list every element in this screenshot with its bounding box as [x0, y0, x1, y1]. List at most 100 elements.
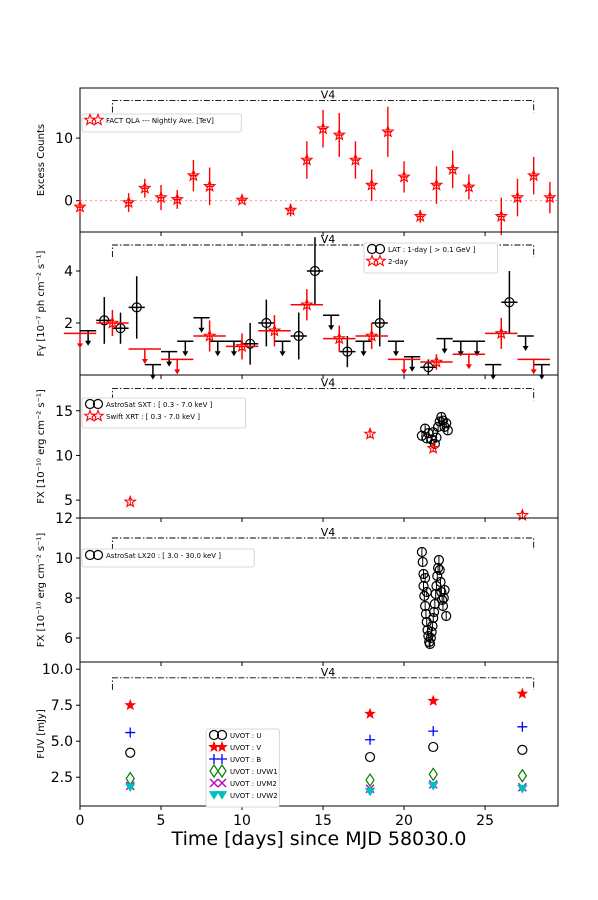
legend-label: UVOT : V	[230, 744, 261, 752]
legend-marker	[209, 763, 219, 779]
data-point	[442, 425, 453, 436]
data-point	[526, 168, 541, 182]
data-point	[99, 315, 110, 326]
data-point	[429, 438, 440, 449]
legend-marker	[84, 549, 96, 561]
legend: FACT QLA --- Nightly Ave. [TeV]	[81, 112, 242, 133]
y-axis-label: FUV [mJy]	[36, 709, 47, 759]
upper-limit-head	[392, 351, 399, 357]
data-point	[438, 592, 449, 604]
data-point	[436, 586, 447, 598]
data-point	[437, 415, 449, 426]
data-point	[413, 209, 427, 223]
data-point	[261, 317, 272, 329]
legend-marker	[208, 791, 220, 800]
data-point	[445, 162, 460, 176]
period-bracket	[111, 537, 535, 550]
data-point	[170, 192, 184, 206]
data-point	[494, 326, 509, 340]
legend-marker	[216, 791, 228, 800]
data-point	[381, 124, 395, 138]
data-point	[433, 554, 445, 566]
data-point	[364, 707, 376, 719]
y-tick-label: 2.5	[51, 770, 73, 786]
data-point	[124, 699, 137, 711]
data-point	[154, 190, 168, 204]
data-point	[510, 190, 525, 204]
y-axis-label: FX [10⁻¹⁰ erg cm⁻² s⁻¹]	[36, 389, 47, 504]
data-point	[428, 726, 439, 737]
legend: AstroSat SXT : [ 0.3 - 7.0 keV ] Swift XR…	[81, 397, 247, 429]
data-point	[138, 181, 152, 194]
data-point	[235, 192, 249, 206]
data-point	[267, 323, 282, 337]
upper-limit-head	[360, 351, 367, 357]
x-tick-label: 10	[233, 813, 251, 829]
x-tick-label: 25	[476, 813, 494, 829]
legend-label: UVOT : B	[230, 756, 261, 764]
data-point	[309, 265, 321, 277]
data-point	[494, 209, 509, 223]
series-uvot-uvw1	[125, 767, 528, 788]
y-tick-label: 10.0	[42, 662, 73, 678]
y-tick-label: 6	[64, 631, 73, 647]
data-point	[342, 346, 353, 357]
data-point	[125, 747, 136, 758]
data-point	[364, 787, 376, 797]
upper-limit-head	[530, 369, 537, 375]
legend-label: FACT QLA --- Nightly Ave. [TeV]	[106, 117, 214, 125]
y-tick-label: 15	[55, 404, 73, 420]
legend: AstroSat LX20 : [ 3.0 - 30.0 keV ]	[81, 548, 255, 568]
legend-marker	[216, 729, 228, 741]
series-astrosat-lx20-3-0-30-0-kev-	[416, 546, 452, 650]
upper-limit-head	[409, 366, 416, 372]
y-tick-label: 4	[64, 264, 73, 280]
y-tick-label: 0	[64, 194, 73, 210]
legend-marker	[366, 243, 378, 255]
legend-marker	[84, 398, 96, 410]
legend-label: UVOT : U	[230, 732, 262, 740]
panel-lx20: 6 8 10 12 FX [10⁻¹⁰ erg cm⁻² s⁻¹] V4 AstroSat …	[36, 511, 559, 666]
y-tick-label: 2	[64, 316, 73, 332]
legend-marker	[217, 763, 227, 779]
data-point	[125, 783, 136, 793]
upper-limit-head	[230, 351, 237, 357]
x-tick-label: 15	[314, 813, 332, 829]
data-point	[429, 354, 444, 368]
legend-marker	[217, 778, 227, 788]
upper-limit-head	[401, 369, 408, 375]
data-point	[441, 610, 452, 622]
y-tick-label: 5	[64, 493, 73, 509]
series-uvot-v	[124, 687, 529, 719]
legend-label: UVOT : UVW2	[230, 792, 278, 800]
legend-label: UVOT : UVW1	[230, 768, 278, 776]
data-point	[428, 767, 438, 782]
data-point	[131, 302, 142, 313]
data-point	[441, 418, 452, 429]
upper-limit-head	[77, 343, 83, 349]
data-point	[363, 426, 377, 440]
data-point	[332, 127, 346, 141]
data-point	[420, 572, 431, 584]
legend-label: AstroSat LX20 : [ 3.0 - 30.0 keV ]	[106, 552, 221, 560]
data-point	[426, 626, 437, 638]
legend-marker	[373, 253, 387, 267]
series-fact-qla-nightly-ave-tev-	[73, 106, 557, 236]
data-point	[364, 751, 376, 763]
y-tick-label: 7.5	[51, 698, 73, 714]
legend-marker	[217, 754, 227, 764]
data-point	[437, 594, 448, 606]
panel-frame	[79, 87, 559, 233]
data-point	[429, 177, 444, 191]
data-point	[421, 433, 432, 444]
data-point	[365, 772, 375, 788]
upper-limit-head	[490, 374, 497, 380]
y-axis-label: FX [10⁻¹⁰ erg cm⁻² s⁻¹]	[36, 533, 47, 648]
data-point	[397, 169, 411, 183]
series-swift-xrt-0-3-7-0-kev-	[123, 426, 530, 522]
legend-box	[81, 113, 242, 133]
period-bracket	[111, 677, 535, 690]
period-bracket	[111, 100, 535, 113]
